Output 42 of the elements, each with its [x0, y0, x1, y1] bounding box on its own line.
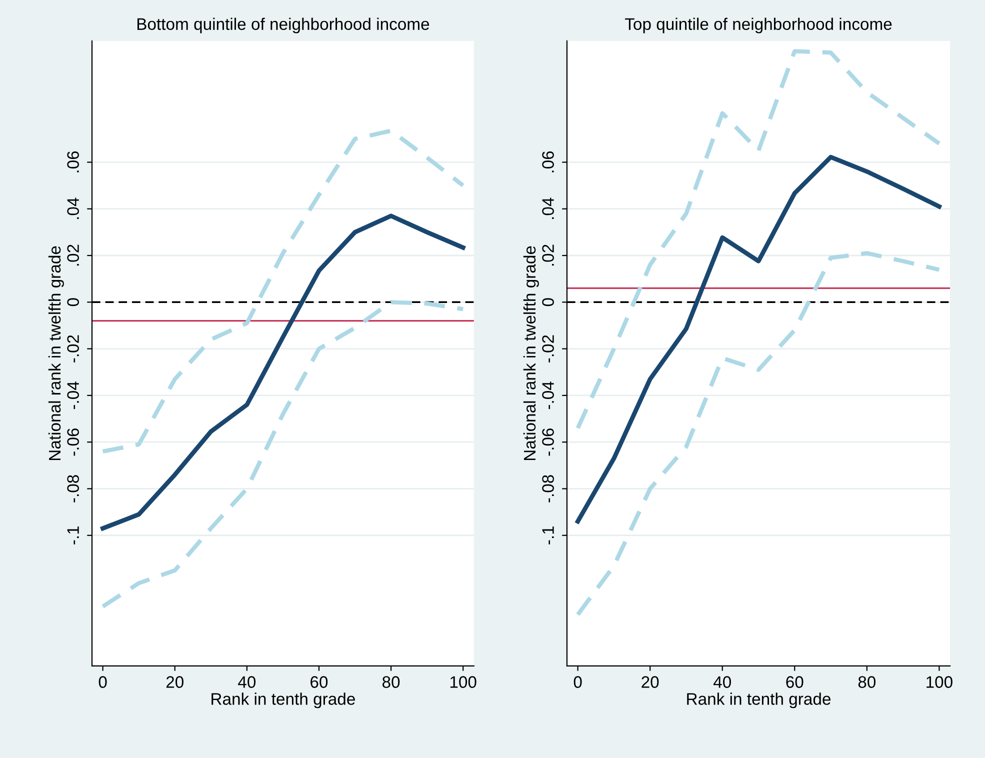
y-tick-label: -.08	[542, 475, 554, 502]
y-tick-label: -.1	[67, 526, 79, 544]
line-series	[576, 49, 942, 430]
line-series	[100, 214, 466, 531]
y-tick-label: -.1	[542, 526, 554, 544]
y-tick-label: -.06	[542, 428, 554, 456]
x-tick-label: 80	[382, 676, 400, 688]
line-series	[576, 154, 942, 524]
y-tick-label: 0	[67, 298, 79, 306]
x-axis-title: Rank in tenth grade	[212, 692, 355, 708]
x-tick-label: 100	[926, 676, 952, 688]
y-tick-label: .02	[542, 244, 554, 266]
x-tick-label: 40	[238, 676, 256, 688]
y-axis-title: National rank in twelfth grade	[523, 246, 539, 460]
line-series	[100, 300, 466, 609]
y-tick-label: .06	[542, 151, 554, 172]
y-tick-label: .02	[67, 244, 79, 266]
y-tick-label: -.04	[542, 382, 554, 410]
x-tick-label: 20	[642, 676, 659, 688]
x-tick-label: 60	[310, 676, 328, 688]
x-axis-title: Rank in tenth grade	[687, 692, 830, 708]
y-tick-label: .04	[67, 198, 79, 219]
y-tick-label: -.08	[67, 475, 79, 502]
y-tick-label: 0	[542, 298, 554, 306]
y-axis-title: National rank in twelfth grade	[48, 246, 64, 460]
y-tick-label: -.04	[67, 382, 79, 410]
y-tick-label: .04	[542, 198, 554, 219]
line-series	[576, 251, 942, 617]
x-tick-label: 20	[166, 676, 184, 688]
x-tick-label: 60	[786, 676, 804, 688]
y-tick-label: -.06	[67, 428, 79, 456]
x-tick-label: 0	[98, 676, 107, 688]
y-tick-label: -.02	[67, 335, 79, 362]
chart-title: Top quintile of neighborhood income	[625, 18, 892, 34]
y-tick-label: -.02	[542, 335, 554, 362]
chart-title: Bottom quintile of neighborhood income	[137, 18, 430, 34]
x-tick-label: 100	[450, 676, 476, 688]
x-tick-label: 40	[713, 676, 731, 688]
line-series	[100, 128, 466, 454]
x-tick-label: 80	[858, 676, 876, 688]
x-tick-label: 0	[574, 676, 582, 688]
y-tick-label: .06	[67, 151, 79, 172]
